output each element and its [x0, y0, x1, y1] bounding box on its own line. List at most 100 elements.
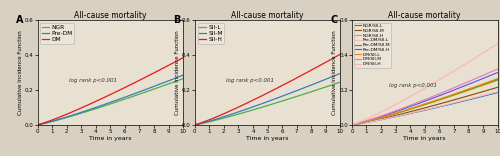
- DM/SII-M: [436, 93, 442, 95]
- Pre-DM/SII-L: [436, 106, 442, 107]
- Text: log rank p<0.001: log rank p<0.001: [69, 78, 117, 83]
- Pre-DM/SII-L: [494, 91, 500, 93]
- Pre-DM: [34, 124, 40, 126]
- Legend: NGR, Pre-DM, DM: NGR, Pre-DM, DM: [40, 23, 74, 44]
- Pre-DM/SII-H: [350, 124, 356, 126]
- Y-axis label: Cumulative Incidence Function: Cumulative Incidence Function: [332, 30, 337, 115]
- NGR: [35, 124, 41, 126]
- SII-M: [278, 96, 284, 98]
- Title: All-cause mortality: All-cause mortality: [231, 10, 304, 20]
- Pre-DM/SII-M: [472, 87, 478, 89]
- DM/SII-M: [472, 78, 478, 80]
- DM/SII-L: [436, 98, 442, 100]
- NGR/SII-L: [494, 92, 500, 93]
- NGR: [180, 78, 186, 80]
- DM: [166, 64, 172, 66]
- NGR/SII-H: [436, 99, 442, 101]
- NGR/SII-M: [472, 93, 478, 95]
- DM/SII-H: [349, 124, 355, 126]
- Title: All-cause mortality: All-cause mortality: [388, 10, 461, 20]
- Pre-DM/SII-M: [438, 98, 444, 100]
- Line: NGR/SII-H: NGR/SII-H: [352, 80, 498, 125]
- DM: [121, 87, 127, 89]
- SII-L: [192, 124, 198, 126]
- Pre-DM/SII-L: [472, 97, 478, 99]
- Pre-DM: [35, 124, 41, 126]
- Line: Pre-DM/SII-L: Pre-DM/SII-L: [352, 92, 498, 125]
- SII-M: [192, 124, 198, 126]
- Line: NGR: NGR: [38, 79, 183, 125]
- NGR/SII-L: [349, 124, 355, 126]
- SII-M: [278, 96, 284, 98]
- Pre-DM/SII-H: [481, 77, 487, 79]
- SII-M: [314, 82, 320, 83]
- DM: [180, 57, 186, 59]
- DM/SII-H: [494, 43, 500, 45]
- Pre-DM/SII-H: [435, 95, 441, 97]
- SII-L: [338, 81, 344, 83]
- DM/SII-H: [435, 80, 441, 81]
- DM/SII-L: [494, 78, 500, 80]
- DM/SII-L: [349, 124, 355, 126]
- NGR/SII-M: [494, 86, 500, 88]
- NGR/SII-M: [350, 124, 356, 126]
- Line: DM: DM: [38, 58, 183, 125]
- Pre-DM/SII-H: [438, 94, 444, 96]
- Legend: NGR/SII-L, NGR/SII-M, NGR/SII-H, Pre-DM/SII-L, Pre-DM/SII-M, Pre-DM/SII-H, DM/SI: NGR/SII-L, NGR/SII-M, NGR/SII-H, Pre-DM/…: [354, 22, 391, 68]
- NGR/SII-H: [494, 79, 500, 81]
- Pre-DM/SII-H: [349, 124, 355, 126]
- Pre-DM: [157, 83, 163, 85]
- Text: log rank p<0.001: log rank p<0.001: [389, 83, 437, 88]
- Line: Pre-DM: Pre-DM: [38, 75, 183, 125]
- Pre-DM/SII-M: [435, 99, 441, 101]
- Pre-DM/SII-M: [481, 83, 487, 85]
- Pre-DM/SII-L: [481, 94, 487, 96]
- Line: Pre-DM/SII-M: Pre-DM/SII-M: [352, 80, 498, 125]
- SII-H: [278, 85, 284, 87]
- Pre-DM/SII-L: [349, 124, 355, 126]
- DM/SII-L: [472, 86, 478, 88]
- NGR/SII-L: [350, 124, 356, 126]
- DM/SII-M: [350, 124, 356, 126]
- NGR/SII-H: [438, 99, 444, 100]
- NGR/SII-M: [438, 102, 444, 104]
- NGR/SII-L: [438, 106, 444, 107]
- SII-H: [192, 124, 198, 126]
- SII-L: [278, 100, 284, 102]
- NGR/SII-H: [350, 124, 356, 126]
- DM: [34, 124, 40, 126]
- Pre-DM/SII-L: [350, 124, 356, 126]
- Pre-DM: [121, 97, 127, 98]
- DM/SII-M: [481, 74, 487, 76]
- Pre-DM/SII-H: [494, 72, 500, 73]
- DM/SII-H: [350, 124, 356, 126]
- NGR/SII-M: [349, 124, 355, 126]
- SII-L: [278, 100, 284, 102]
- Pre-DM/SII-M: [494, 79, 500, 80]
- Pre-DM/SII-M: [436, 99, 442, 101]
- Legend: SII-L, SII-M, SII-H: SII-L, SII-M, SII-H: [198, 23, 224, 44]
- NGR/SII-L: [472, 97, 478, 99]
- Pre-DM/SII-M: [350, 124, 356, 126]
- SII-H: [192, 124, 198, 126]
- NGR: [34, 124, 40, 126]
- SII-M: [338, 73, 344, 74]
- DM/SII-L: [435, 99, 441, 100]
- SII-M: [192, 124, 198, 126]
- Line: NGR/SII-M: NGR/SII-M: [352, 87, 498, 125]
- X-axis label: Time in years: Time in years: [89, 136, 132, 141]
- Line: SII-H: SII-H: [194, 54, 340, 125]
- DM: [157, 69, 163, 71]
- DM/SII-L: [481, 83, 487, 85]
- Text: A: A: [16, 15, 23, 25]
- NGR/SII-L: [481, 95, 487, 97]
- Line: DM/SII-L: DM/SII-L: [352, 79, 498, 125]
- NGR/SII-L: [435, 106, 441, 108]
- X-axis label: Time in years: Time in years: [404, 136, 446, 141]
- NGR/SII-H: [435, 100, 441, 101]
- Pre-DM: [120, 97, 126, 99]
- NGR: [120, 99, 126, 100]
- SII-L: [314, 89, 320, 91]
- SII-H: [281, 84, 287, 86]
- Line: Pre-DM/SII-H: Pre-DM/SII-H: [352, 73, 498, 125]
